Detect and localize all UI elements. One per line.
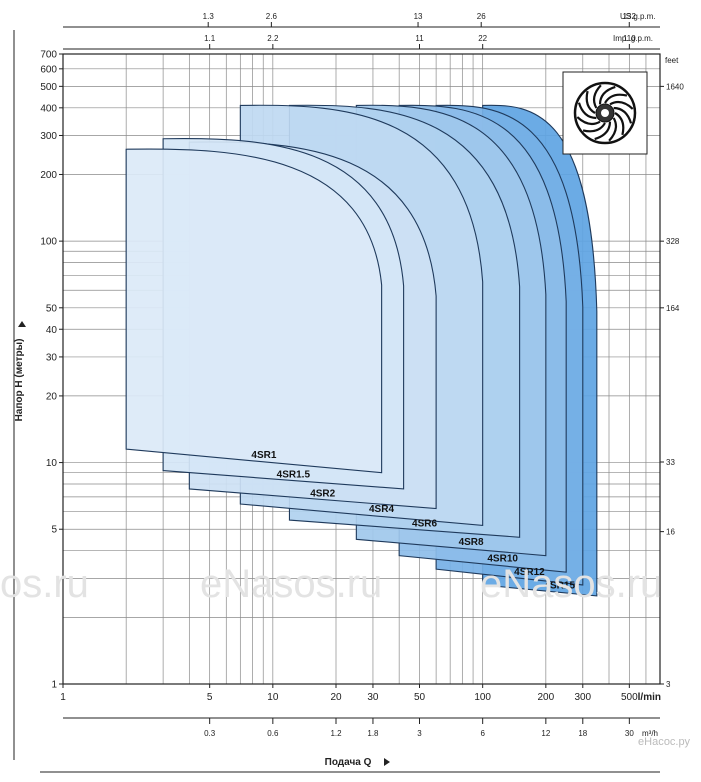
m3h-tick-label: 3 xyxy=(417,729,422,738)
impeller-icon-part xyxy=(609,100,634,110)
y-tick-label: 20 xyxy=(46,391,58,402)
series-label: 4SR1.5 xyxy=(277,469,311,480)
feet-tick-label: 3 xyxy=(666,680,671,689)
x-tick-label: 10 xyxy=(267,692,279,703)
y-tick-label: 100 xyxy=(40,237,57,248)
impeller-icon-part xyxy=(592,84,602,109)
watermark-text: eNasos.ru xyxy=(480,562,662,606)
series-label: 4SR4 xyxy=(369,504,394,515)
impeller-icon-part xyxy=(601,109,609,117)
m3h-tick-label: 18 xyxy=(578,729,587,738)
series-area-4SR1 xyxy=(125,148,383,474)
us-gpm-tick-label: 132 xyxy=(623,12,637,21)
y-tick-label: 50 xyxy=(46,303,58,314)
series-label: 4SR6 xyxy=(412,518,437,529)
x-axis-title-arrow-icon xyxy=(384,758,390,766)
x-tick-label: 1 xyxy=(60,692,66,703)
y-tick-label: 700 xyxy=(40,50,57,61)
y-tick-label: 300 xyxy=(40,131,57,142)
m3h-tick-label: 12 xyxy=(541,729,550,738)
x-tick-label: 300 xyxy=(574,692,591,703)
y-axis-title: Напор Н (метры) xyxy=(14,339,25,422)
y-tick-label: 400 xyxy=(40,103,57,114)
feet-tick-label: 164 xyxy=(666,304,680,313)
us-gpm-tick-label: 2.6 xyxy=(266,12,278,21)
x-tick-label: 20 xyxy=(330,692,342,703)
imp-gpm-tick-label: 11 xyxy=(415,34,424,43)
y-tick-label: 500 xyxy=(40,82,57,93)
series-label: 4SR8 xyxy=(459,537,484,548)
y-tick-label: 10 xyxy=(46,458,58,469)
series-label: 4SR10 xyxy=(487,554,518,565)
us-gpm-unit-label: US g.p.m. xyxy=(620,12,656,21)
m3h-unit-label: m³/h xyxy=(642,729,658,738)
y-tick-label: 5 xyxy=(51,525,57,536)
impeller-icon-part xyxy=(613,106,633,124)
m3h-tick-label: 0.3 xyxy=(204,729,216,738)
m3h-tick-label: 0.6 xyxy=(267,729,279,738)
x-tick-label: 30 xyxy=(367,692,379,703)
feet-tick-label: 16 xyxy=(666,528,675,537)
y-tick-label: 30 xyxy=(46,352,58,363)
us-gpm-tick-label: 13 xyxy=(414,12,423,21)
impeller-icon-part xyxy=(594,121,612,141)
us-gpm-tick-label: 1.3 xyxy=(203,12,215,21)
impeller-icon-part xyxy=(585,90,596,114)
us-gpm-tick-label: 26 xyxy=(477,12,486,21)
m3h-tick-label: 1.2 xyxy=(330,729,342,738)
x-unit-label: l/min xyxy=(638,692,661,703)
credit-text: eНасос.ру xyxy=(638,736,690,748)
series-label: 4SR15 xyxy=(544,580,575,591)
impeller-icon xyxy=(573,81,637,145)
feet-tick-label: 328 xyxy=(666,237,680,246)
x-axis-title: Подача Q xyxy=(325,757,372,768)
impeller-icon-part xyxy=(576,116,601,126)
impeller-icon-part xyxy=(598,85,616,105)
x-tick-label: 100 xyxy=(474,692,491,703)
watermark-text: sos.ru xyxy=(0,562,89,606)
y-tick-label: 600 xyxy=(40,64,57,75)
watermark-text: eNasos.ru xyxy=(200,562,382,606)
y-tick-label: 200 xyxy=(40,170,57,181)
impeller-icon-part xyxy=(577,102,597,120)
imp-gpm-tick-label: 110 xyxy=(623,34,636,43)
feet-unit-label: feet xyxy=(665,56,679,65)
m3h-tick-label: 30 xyxy=(625,729,634,738)
y-tick-label: 1 xyxy=(51,680,57,691)
x-tick-label: 50 xyxy=(414,692,426,703)
x-tick-label: 5 xyxy=(207,692,213,703)
feet-tick-label: 1640 xyxy=(666,82,684,91)
series-label: 4SR1 xyxy=(251,450,276,461)
series-label: 4SR2 xyxy=(310,488,335,499)
impeller-icon-part xyxy=(614,112,625,136)
imp-gpm-tick-label: 22 xyxy=(478,34,487,43)
y-tick-label: 40 xyxy=(46,325,58,336)
plot-border xyxy=(62,53,661,685)
impeller-icon-part xyxy=(604,93,628,104)
m3h-tick-label: 1.8 xyxy=(367,729,379,738)
impeller-icon-part xyxy=(608,117,618,142)
y-axis-title-arrow-icon xyxy=(18,321,26,327)
x-tick-label: 500 xyxy=(621,692,638,703)
feet-tick-label: 33 xyxy=(666,458,675,467)
series-label: 4SR12 xyxy=(514,567,545,578)
m3h-tick-label: 6 xyxy=(480,729,485,738)
x-tick-label: 200 xyxy=(537,692,554,703)
imp-gpm-tick-label: 2.2 xyxy=(267,34,279,43)
imp-gpm-unit-label: Imp. g.p.m. xyxy=(613,34,653,43)
impeller-icon-part xyxy=(582,122,606,133)
imp-gpm-tick-label: 1.1 xyxy=(204,34,216,43)
